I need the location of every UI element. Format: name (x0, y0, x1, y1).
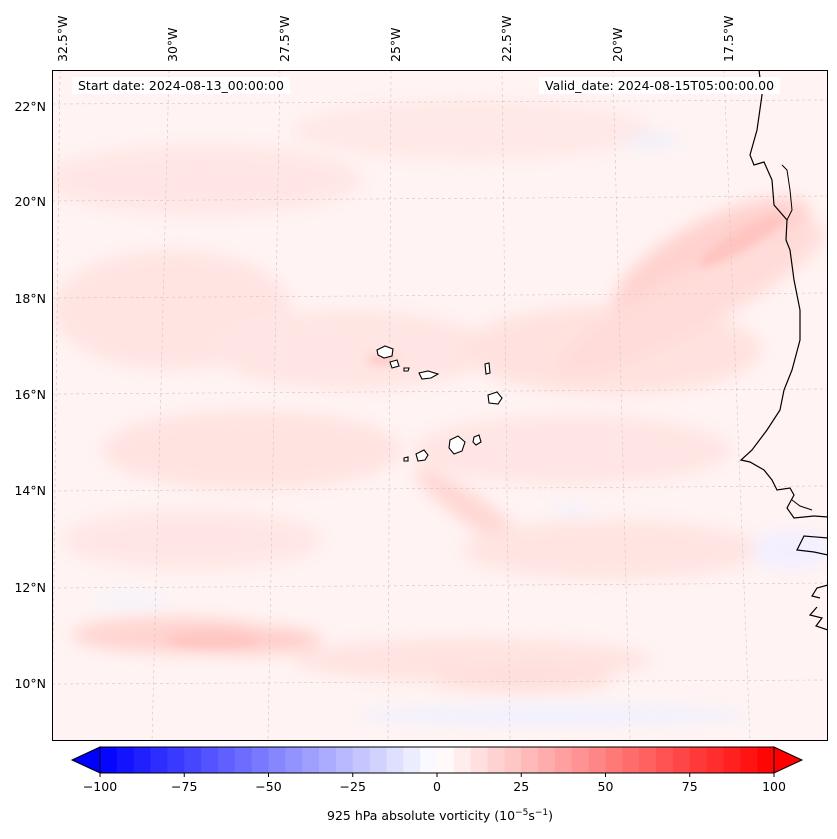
colorbar-cell (437, 747, 455, 773)
colorbar-tick-label: −100 (82, 779, 118, 794)
colorbar-cell (470, 747, 489, 773)
colorbar (70, 746, 804, 777)
lat-label-18n: 18°N (14, 291, 46, 306)
valid-date-label: Valid_date: 2024-08-15T05:00:00.00 (539, 77, 781, 94)
colorbar-cell (217, 747, 236, 773)
colorbar-cell (521, 747, 539, 773)
graticule (52, 70, 828, 741)
colorbar-cell (554, 747, 573, 773)
lon-label-20w: 20°W (610, 27, 625, 62)
colorbar-cell (504, 747, 522, 773)
lat-label-20n: 20°N (14, 194, 46, 209)
colorbar-cell (251, 747, 270, 773)
colorbar-cell (150, 747, 168, 773)
colorbar-cell (453, 747, 472, 773)
colorbar-cell (487, 747, 505, 773)
colorbar-cell (588, 747, 607, 773)
colorbar-cell (386, 747, 404, 773)
colorbar-tick-marks (99, 773, 775, 777)
colorbar-cell (740, 747, 758, 773)
colorbar-cells (100, 747, 775, 773)
colorbar-cell (622, 747, 640, 773)
colorbar-cell (319, 747, 337, 773)
colorbar-cell (689, 747, 708, 773)
lon-label-25w: 25°W (388, 27, 403, 62)
colorbar-tick-label: 75 (681, 779, 698, 794)
colorbar-cell (403, 747, 421, 773)
colorbar-tick-label: −25 (339, 779, 366, 794)
colorbar-tick-label: 25 (513, 779, 530, 794)
colorbar-cell (605, 747, 623, 773)
gambia-inlet (791, 499, 813, 511)
colorbar-title: 925 hPa absolute vorticity (10−5s−1) (326, 808, 554, 824)
lon-label-27.5w: 27.5°W (277, 15, 292, 62)
colorbar-cell (656, 747, 674, 773)
colorbar-cell (234, 747, 253, 773)
colorbar-cell (757, 747, 775, 773)
colorbar-extend-min (70, 746, 101, 774)
colorbar-cell (184, 747, 202, 773)
colorbar-tick-label: −75 (171, 779, 198, 794)
colorbar-cell (302, 747, 320, 773)
colorbar-cell (335, 747, 354, 773)
colorbar-cell (285, 747, 303, 773)
lat-label-12n: 12°N (14, 580, 46, 595)
colorbar-cell (116, 747, 135, 773)
colorbar-cell (420, 747, 438, 773)
cape-verde-islands (376, 345, 503, 462)
colorbar-tick-label: 50 (597, 779, 614, 794)
senegal-river-mouth (781, 164, 793, 221)
colorbar-cell (369, 747, 388, 773)
colorbar-cell (706, 747, 725, 773)
african-coastline (739, 70, 828, 631)
vorticity-map (52, 70, 828, 741)
lat-label-10n: 10°N (14, 676, 46, 691)
lat-label-16n: 16°N (14, 387, 46, 402)
colorbar-extend-max (773, 746, 804, 774)
lon-label-22.5w: 22.5°W (499, 15, 514, 62)
colorbar-cell (201, 747, 219, 773)
colorbar-cell (571, 747, 590, 773)
colorbar-cell (639, 747, 657, 773)
colorbar-tick-label: 100 (762, 779, 786, 794)
lat-label-22n: 22°N (14, 99, 46, 114)
lat-label-14n: 14°N (14, 483, 46, 498)
colorbar-cell (672, 747, 691, 773)
colorbar-tick-label: 0 (433, 779, 441, 794)
map-frame (52, 70, 828, 741)
colorbar-cell (133, 747, 152, 773)
lon-label-17.5w: 17.5°W (721, 15, 736, 62)
colorbar-cell (352, 747, 371, 773)
colorbar-cell (538, 747, 556, 773)
start-date-label: Start date: 2024-08-13_00:00:00 (72, 77, 290, 94)
colorbar-tick-label: −50 (255, 779, 282, 794)
colorbar-cell (167, 747, 185, 773)
lon-label-32.5w: 32.5°W (55, 15, 70, 62)
colorbar-cell (268, 747, 286, 773)
colorbar-cell (100, 747, 118, 773)
lon-label-30w: 30°W (165, 27, 180, 62)
colorbar-cell (723, 747, 741, 773)
